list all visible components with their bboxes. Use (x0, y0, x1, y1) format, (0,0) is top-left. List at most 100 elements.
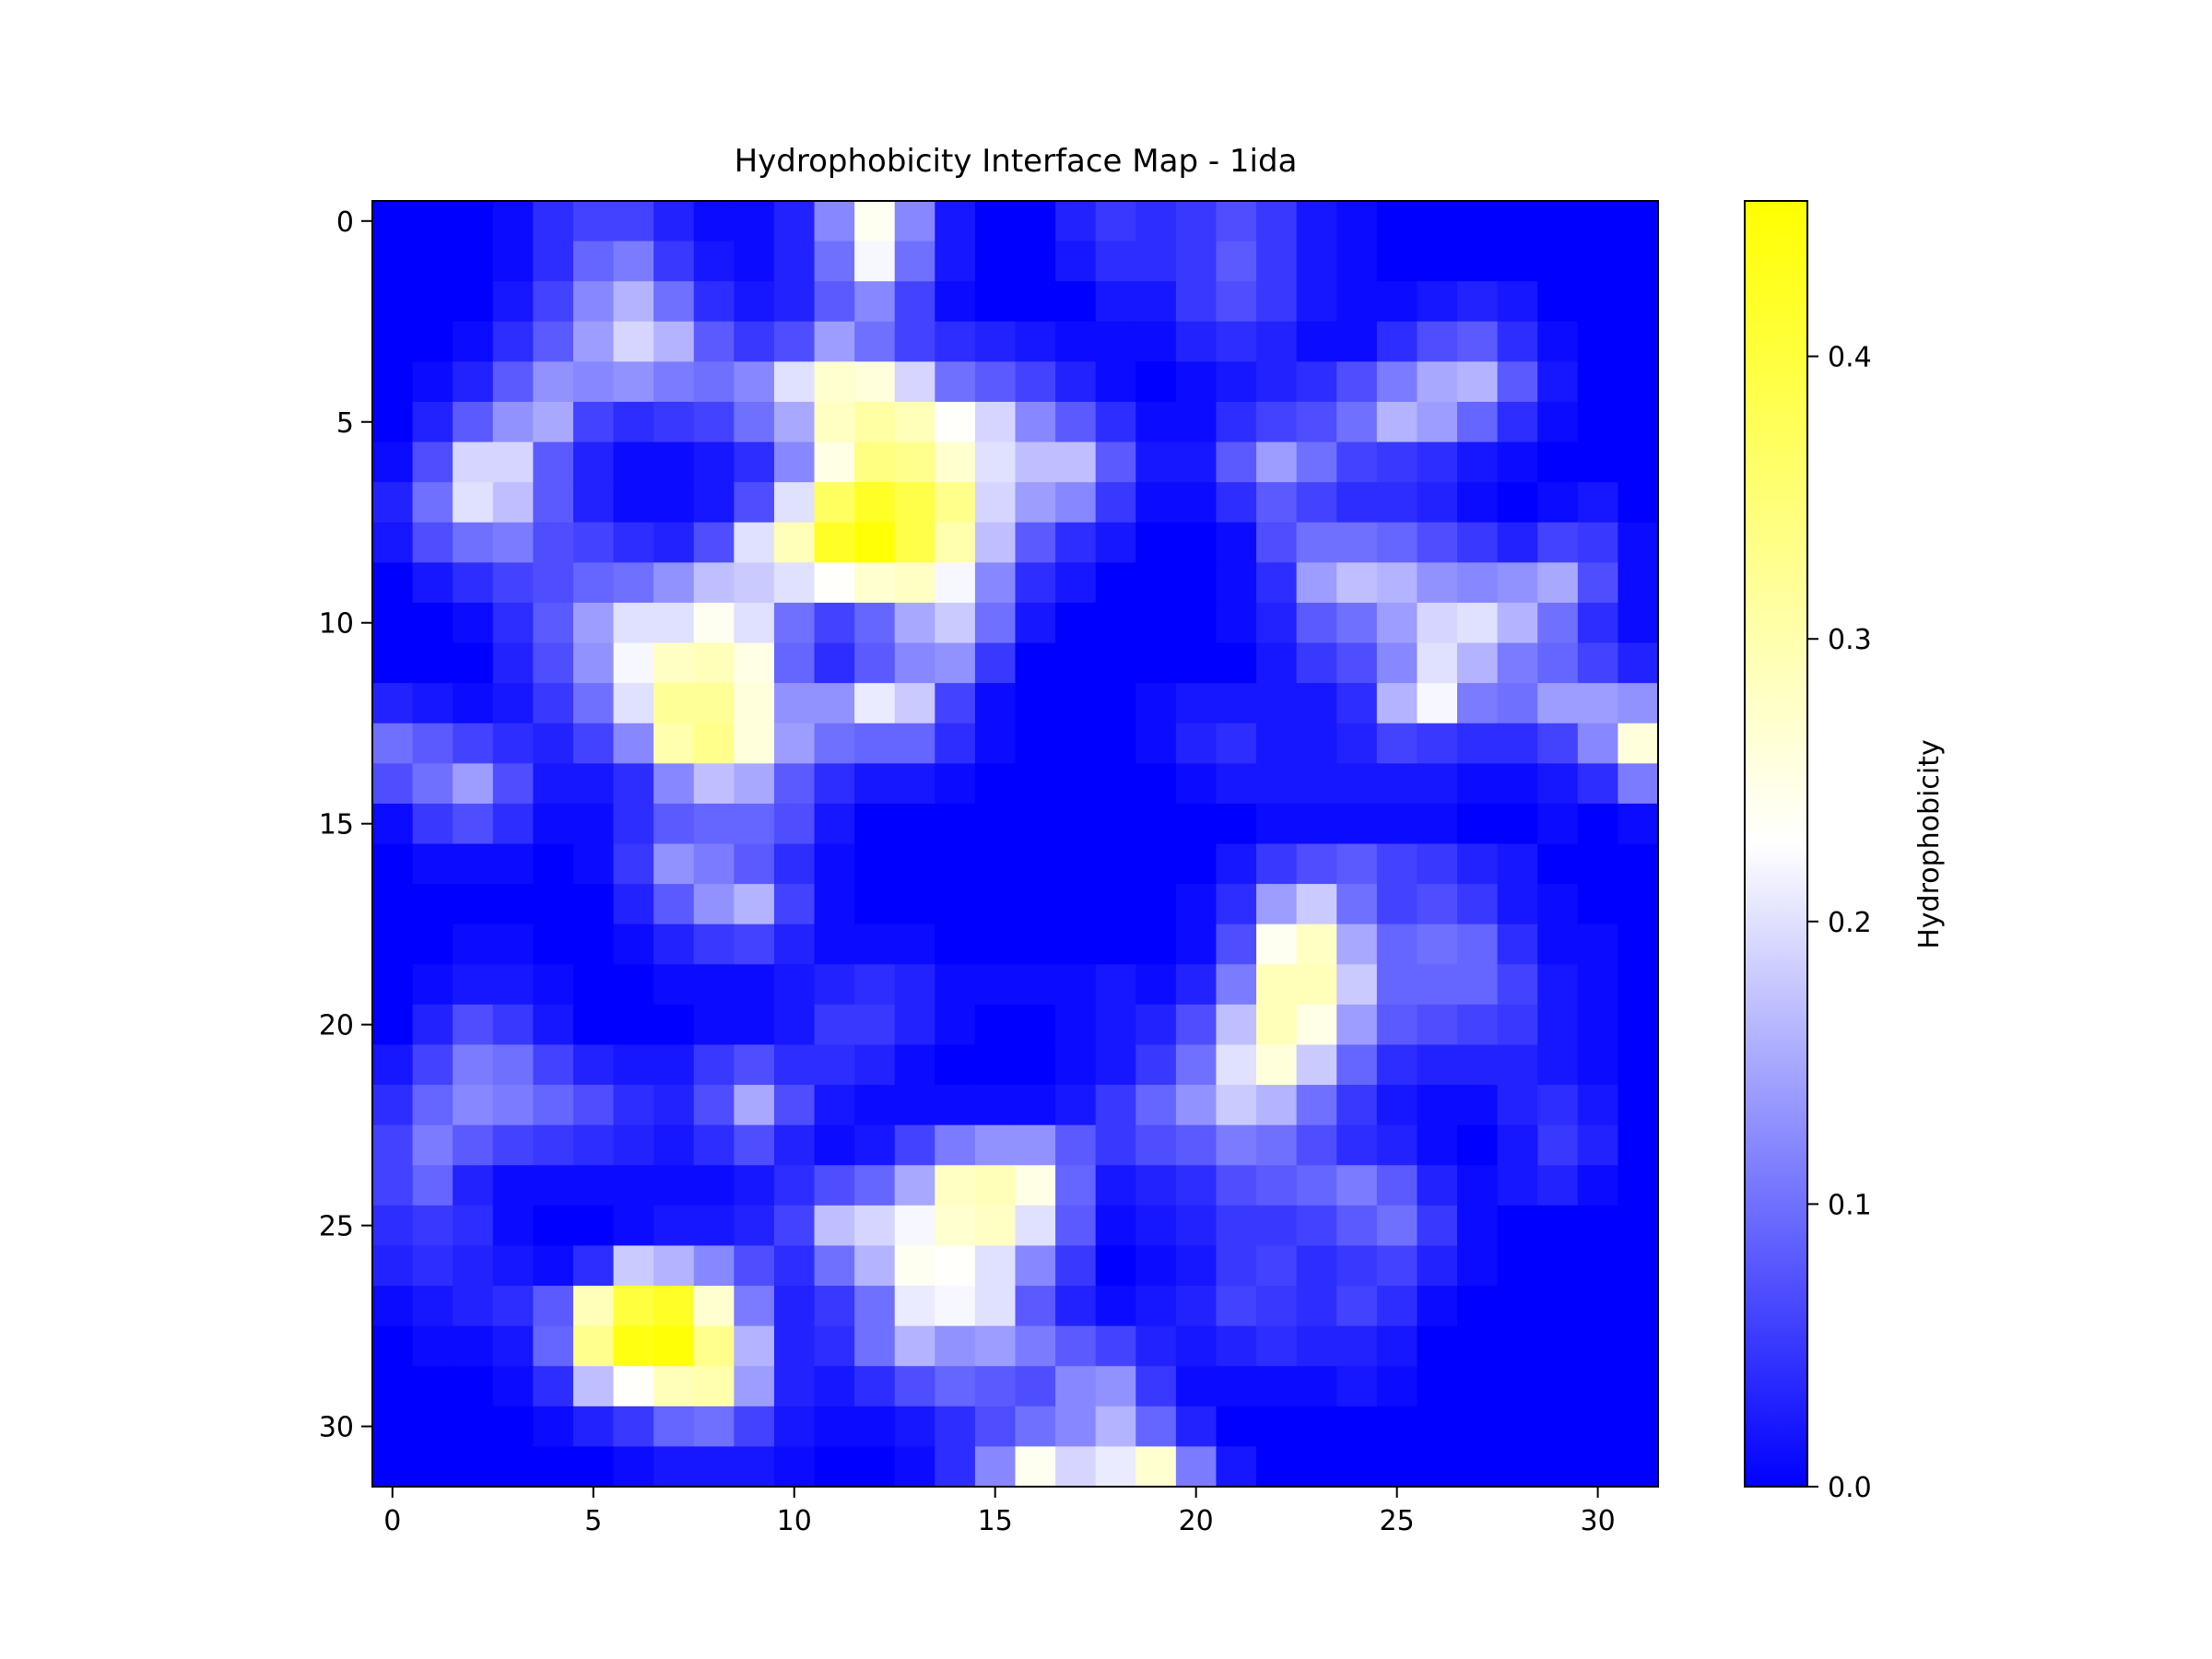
heatmap-cell-3-27 (1457, 321, 1499, 362)
heatmap-cell-9-28 (1497, 562, 1538, 604)
heatmap-cell-29-27 (1457, 1366, 1499, 1407)
heatmap-cell-4-24 (1336, 361, 1378, 403)
heatmap-cell-17-14 (935, 884, 976, 925)
heatmap-cell-25-27 (1457, 1205, 1499, 1247)
heatmap-cell-17-11 (814, 884, 855, 925)
heatmap-cell-26-29 (1537, 1245, 1579, 1287)
heatmap-cell-4-27 (1457, 361, 1499, 403)
heatmap-cell-4-12 (854, 361, 896, 403)
heatmap-cell-26-22 (1256, 1245, 1298, 1287)
heatmap-cell-5-20 (1175, 401, 1218, 443)
heatmap-cell-21-25 (1376, 1044, 1418, 1086)
heatmap-cell-21-17 (1055, 1044, 1097, 1086)
colorbar-label: Hydrophobicity (1913, 739, 1946, 949)
heatmap-cell-19-17 (1055, 964, 1097, 1006)
heatmap-cell-15-10 (773, 803, 816, 845)
heatmap-cell-12-23 (1296, 683, 1337, 724)
heatmap-cell-18-20 (1175, 924, 1218, 965)
heatmap-cell-25-2 (453, 1205, 494, 1247)
heatmap-cell-28-21 (1216, 1325, 1257, 1367)
heatmap-cell-27-23 (1296, 1286, 1337, 1327)
heatmap-cell-18-22 (1256, 924, 1298, 965)
heatmap-cell-2-2 (453, 281, 494, 323)
heatmap-cell-6-9 (734, 441, 775, 483)
heatmap-cell-17-7 (653, 884, 695, 925)
heatmap-cell-29-4 (533, 1366, 574, 1407)
heatmap-cell-0-27 (1457, 201, 1499, 242)
heatmap-cell-7-16 (1015, 482, 1056, 524)
heatmap-cell-3-28 (1497, 321, 1538, 362)
heatmap-cell-2-12 (854, 281, 896, 323)
heatmap-cell-6-30 (1577, 441, 1619, 483)
heatmap-cell-31-12 (854, 1446, 896, 1488)
heatmap-cell-20-7 (653, 1004, 695, 1046)
heatmap-cell-7-15 (974, 482, 1017, 524)
heatmap-cell-22-24 (1336, 1085, 1378, 1126)
heatmap-cell-5-15 (974, 401, 1017, 443)
heatmap-cell-30-13 (894, 1406, 935, 1448)
heatmap-cell-17-1 (412, 884, 453, 925)
heatmap-cell-28-15 (974, 1325, 1017, 1367)
heatmap-cell-2-28 (1497, 281, 1538, 323)
heatmap-cell-25-1 (412, 1205, 453, 1247)
heatmap-cell-9-19 (1135, 562, 1177, 604)
heatmap-cell-9-5 (572, 562, 615, 604)
heatmap-cell-8-19 (1135, 522, 1177, 563)
heatmap-cell-2-24 (1336, 281, 1378, 323)
heatmap-cell-8-14 (935, 522, 976, 563)
heatmap-cell-2-25 (1376, 281, 1418, 323)
heatmap-cell-16-24 (1336, 843, 1378, 885)
heatmap-cell-15-21 (1216, 803, 1257, 845)
heatmap-cell-19-8 (693, 964, 735, 1006)
heatmap (372, 201, 1659, 1488)
heatmap-cell-10-15 (974, 602, 1017, 644)
heatmap-cell-27-20 (1175, 1286, 1218, 1327)
heatmap-cell-21-14 (935, 1044, 976, 1086)
heatmap-cell-20-12 (854, 1004, 896, 1046)
heatmap-cell-23-12 (854, 1124, 896, 1166)
heatmap-cell-8-25 (1376, 522, 1418, 563)
heatmap-cell-1-0 (372, 241, 414, 282)
heatmap-cell-21-6 (613, 1044, 654, 1086)
heatmap-cell-30-28 (1497, 1406, 1538, 1448)
heatmap-cell-16-8 (693, 843, 735, 885)
heatmap-cell-31-29 (1537, 1446, 1579, 1488)
heatmap-cell-9-6 (613, 562, 654, 604)
heatmap-cell-10-11 (814, 602, 855, 644)
heatmap-cell-12-1 (412, 683, 453, 724)
heatmap-cell-29-11 (814, 1366, 855, 1407)
heatmap-cell-14-19 (1135, 763, 1177, 805)
heatmap-cell-5-6 (613, 401, 654, 443)
heatmap-cell-15-26 (1417, 803, 1458, 845)
heatmap-cell-8-11 (814, 522, 855, 563)
heatmap-cell-22-18 (1095, 1085, 1136, 1126)
heatmap-cell-6-12 (854, 441, 896, 483)
heatmap-cell-31-18 (1095, 1446, 1136, 1488)
heatmap-cell-6-10 (773, 441, 816, 483)
heatmap-cell-6-2 (453, 441, 494, 483)
heatmap-cell-9-10 (773, 562, 816, 604)
heatmap-cell-24-24 (1336, 1165, 1378, 1206)
heatmap-cell-27-24 (1336, 1286, 1378, 1327)
heatmap-cell-13-21 (1216, 723, 1257, 764)
heatmap-cell-23-22 (1256, 1124, 1298, 1166)
heatmap-cell-25-6 (613, 1205, 654, 1247)
heatmap-cell-26-13 (894, 1245, 935, 1287)
heatmap-cell-12-19 (1135, 683, 1177, 724)
heatmap-cell-29-2 (453, 1366, 494, 1407)
heatmap-cell-25-11 (814, 1205, 855, 1247)
heatmap-cell-20-15 (974, 1004, 1017, 1046)
heatmap-cell-13-11 (814, 723, 855, 764)
x-tick-label: 15 (978, 1505, 1013, 1537)
heatmap-cell-27-26 (1417, 1286, 1458, 1327)
heatmap-cell-4-10 (773, 361, 816, 403)
heatmap-cell-9-12 (854, 562, 896, 604)
heatmap-cell-6-0 (372, 441, 414, 483)
colorbar (1744, 200, 1808, 1488)
heatmap-cell-8-2 (453, 522, 494, 563)
heatmap-cell-2-29 (1537, 281, 1579, 323)
heatmap-cell-31-4 (533, 1446, 574, 1488)
heatmap-cell-15-23 (1296, 803, 1337, 845)
heatmap-cell-13-8 (693, 723, 735, 764)
